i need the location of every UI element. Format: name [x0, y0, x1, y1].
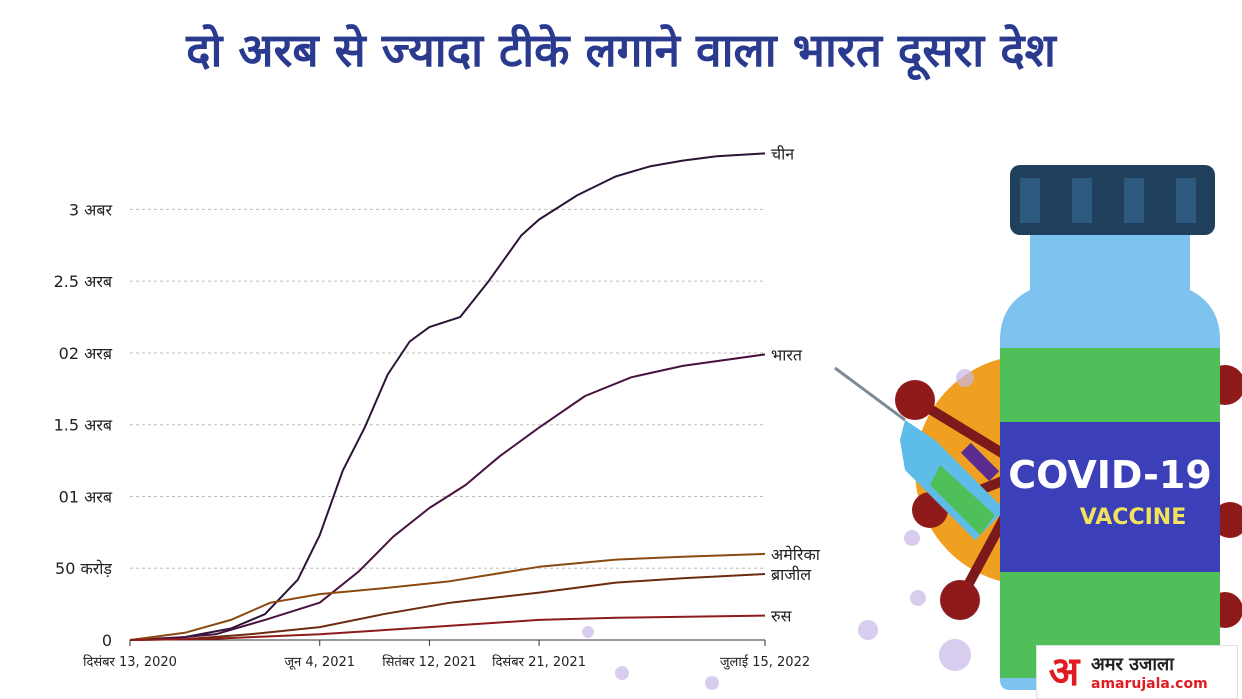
series-line	[129, 614, 766, 641]
series-line	[129, 552, 766, 641]
series	[129, 152, 766, 641]
logo-mark: अ	[1048, 648, 1080, 695]
y-tick-label: 02 अरब़	[59, 344, 113, 363]
y-tick-label: 1.5 अरब	[54, 416, 113, 435]
chart-title: दो अरब से ज्यादा टीके लगाने वाला भारत दू…	[186, 23, 1056, 77]
y-tick-label: 2.5 अरब	[54, 272, 113, 291]
syringe-icon	[834, 366, 1005, 540]
series-label: भारत	[771, 345, 803, 364]
y-tick-label: 0	[102, 631, 112, 650]
series-line	[129, 573, 766, 641]
grid	[130, 208, 765, 641]
logo-url: amarujala.com	[1091, 676, 1208, 692]
x-tick-label: दिसंबर 21, 2021	[492, 654, 586, 670]
y-tick-label: 50 करोड़	[55, 559, 112, 578]
logo-title: अमर उजाला	[1091, 654, 1174, 675]
vial-label-sub: VACCINE	[1080, 505, 1186, 530]
x-axis: दिसंबर 13, 2020 जून 4, 2021 सितंबर 12, 202…	[83, 640, 810, 670]
x-tick-label: जून 4, 2021	[284, 655, 355, 670]
series-label: रुस	[771, 607, 793, 626]
series-line	[129, 152, 766, 641]
series-label: चीन	[771, 144, 795, 163]
x-tick-label: जुलाई 15, 2022	[720, 654, 810, 670]
series-label: ब्राजील	[771, 565, 812, 584]
y-tick-label: 01 अरब	[59, 487, 113, 506]
x-tick-label: सितंबर 12, 2021	[382, 654, 476, 670]
series-line	[129, 353, 766, 641]
series-labels: चीन भारत अमेरिकाब्राजील रुस	[771, 144, 821, 625]
vial-label-main: COVID-19	[1008, 453, 1212, 497]
x-tick-label: दिसंबर 13, 2020	[83, 654, 177, 670]
vaccine-illustration: COVID-19 VACCINE	[582, 165, 1242, 690]
y-tick-label: 3 अबर	[69, 200, 113, 219]
small-virus-icon	[582, 369, 974, 690]
vaccine-vial: COVID-19 VACCINE	[1000, 165, 1220, 690]
brand-logo: अ अमर उजाला amarujala.com	[1036, 645, 1238, 699]
series-label: अमेरिका	[771, 545, 821, 564]
y-axis: 0 50 करोड़ 01 अरब 1.5 अरब 02 अरब़ 2.5 अरब 3 अब…	[54, 200, 113, 650]
